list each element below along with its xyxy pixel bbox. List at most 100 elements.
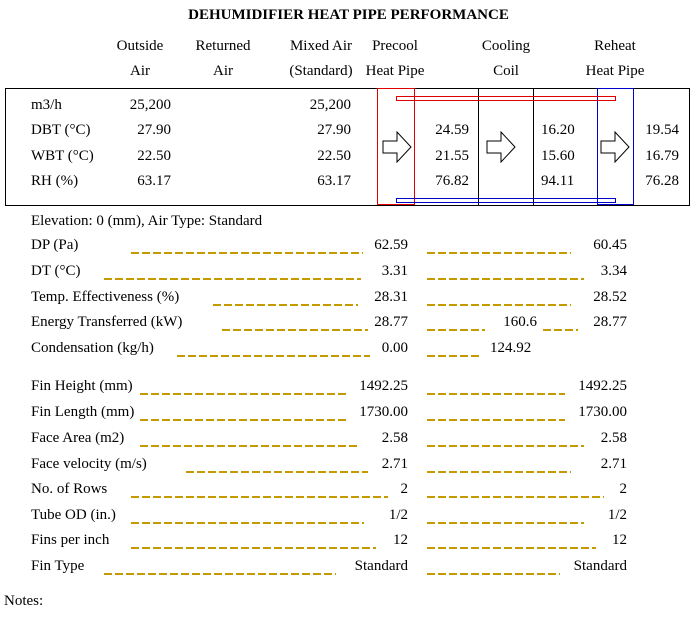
leader-line — [186, 471, 368, 473]
leader-line — [427, 445, 584, 447]
header-line2: (Standard) — [289, 63, 353, 79]
leader-line — [140, 445, 360, 447]
header-line1: Precool — [372, 38, 418, 54]
precool-value: 62.59 — [374, 237, 408, 253]
mixed-air-value: 22.50 — [317, 148, 351, 164]
outside-air-value: 25,200 — [129, 97, 171, 113]
coil-right-divider — [533, 88, 534, 206]
condition-label: WBT (°C) — [31, 148, 94, 164]
coil-outlet-value: 16.20 — [541, 122, 575, 138]
coil-outlet-value: 94.11 — [541, 173, 575, 189]
leader-line — [104, 573, 336, 575]
reheat-value: 3.34 — [600, 263, 627, 279]
leader-line — [427, 278, 584, 280]
leader-line — [177, 355, 370, 357]
header-line2: Air — [130, 63, 150, 79]
reheat-value: 2.58 — [600, 430, 627, 446]
precool-value: 28.77 — [374, 314, 408, 330]
leader-line — [131, 547, 376, 549]
header-line2: Air — [213, 63, 233, 79]
spec-label: Fin Type — [31, 558, 85, 574]
performance-label: Energy Transferred (kW) — [31, 314, 183, 330]
leader-line — [427, 471, 571, 473]
reheat-value: 1/2 — [607, 507, 627, 523]
precool-value: 28.31 — [374, 289, 408, 305]
spec-label: Tube OD (in.) — [31, 507, 116, 523]
spec-label: Fin Length (mm) — [31, 404, 135, 420]
reheat-heat-pipe-frame — [597, 88, 634, 205]
header-line2: Coil — [493, 63, 519, 79]
coil-outlet-value: 15.60 — [541, 148, 575, 164]
mixed-air-value: 63.17 — [317, 173, 351, 189]
reheat-value: 1492.25 — [578, 378, 627, 394]
leader-line — [140, 393, 347, 395]
precool-value: 2.71 — [381, 456, 408, 472]
leader-line — [104, 278, 361, 280]
airflow-arrow-icon — [486, 131, 516, 163]
conditions-table — [5, 88, 690, 206]
leader-line — [140, 419, 347, 421]
condition-label: RH (%) — [31, 173, 79, 189]
precool-value: 2.58 — [381, 430, 408, 446]
hot-side-pipe-bar — [396, 96, 616, 101]
precool-outlet-value: 76.82 — [435, 173, 469, 189]
coil-value: 160.6 — [503, 314, 537, 330]
leader-line — [131, 522, 364, 524]
precool-value: 2 — [400, 481, 409, 497]
leader-line — [543, 329, 578, 331]
coil-value: 124.92 — [490, 340, 532, 356]
reheat-value: 2 — [619, 481, 628, 497]
reheat-outlet-value: 19.54 — [645, 122, 679, 138]
reheat-outlet-value: 76.28 — [645, 173, 679, 189]
spec-label: Fin Height (mm) — [31, 378, 133, 394]
mixed-air-value: 27.90 — [317, 122, 351, 138]
precool-outlet-value: 24.59 — [435, 122, 469, 138]
header-line2: Heat Pipe — [365, 63, 425, 79]
header-line2: Heat Pipe — [585, 63, 645, 79]
spec-label: Face Area (m2) — [31, 430, 125, 446]
airflow-arrow-icon — [600, 131, 630, 163]
performance-label: DP (Pa) — [31, 237, 79, 253]
leader-line — [427, 522, 584, 524]
coil-left-divider — [478, 88, 479, 206]
reheat-value: 28.52 — [593, 289, 627, 305]
outside-air-value: 63.17 — [137, 173, 171, 189]
elevation-air-type: Elevation: 0 (mm), Air Type: Standard — [31, 213, 263, 229]
precool-heat-pipe-frame — [377, 88, 415, 205]
precool-value: 0.00 — [381, 340, 408, 356]
condition-label: m3/h — [31, 97, 62, 113]
leader-line — [427, 496, 604, 498]
leader-line — [427, 573, 560, 575]
reheat-value: 1730.00 — [578, 404, 627, 420]
header-line1: Outside — [116, 38, 164, 54]
leader-line — [131, 252, 363, 254]
performance-label: Temp. Effectiveness (%) — [31, 289, 180, 305]
mixed-air-value: 25,200 — [309, 97, 351, 113]
spec-label: Face velocity (m/s) — [31, 456, 147, 472]
reheat-value: 2.71 — [600, 456, 627, 472]
leader-line — [222, 329, 368, 331]
reheat-value: 12 — [612, 532, 627, 548]
performance-label: DT (°C) — [31, 263, 81, 279]
leader-line — [213, 304, 358, 306]
outside-air-value: 22.50 — [137, 148, 171, 164]
precool-outlet-value: 21.55 — [435, 148, 469, 164]
reheat-value: 60.45 — [593, 237, 627, 253]
header-line1: Reheat — [594, 38, 636, 54]
precool-value: 1/2 — [388, 507, 408, 523]
precool-value: 3.31 — [381, 263, 408, 279]
reheat-outlet-value: 16.79 — [645, 148, 679, 164]
header-line1: Cooling — [481, 38, 531, 54]
leader-line — [427, 355, 480, 357]
leader-line — [427, 547, 596, 549]
precool-value: 12 — [393, 532, 408, 548]
cold-side-pipe-bar — [396, 198, 616, 203]
leader-line — [427, 419, 565, 421]
page-title: DEHUMIDIFIER HEAT PIPE PERFORMANCE — [188, 7, 509, 23]
leader-line — [427, 252, 571, 254]
leader-line — [427, 329, 485, 331]
precool-value: 1492.25 — [359, 378, 408, 394]
spec-label: No. of Rows — [31, 481, 108, 497]
performance-label: Condensation (kg/h) — [31, 340, 154, 356]
notes-label: Notes: — [4, 593, 44, 609]
